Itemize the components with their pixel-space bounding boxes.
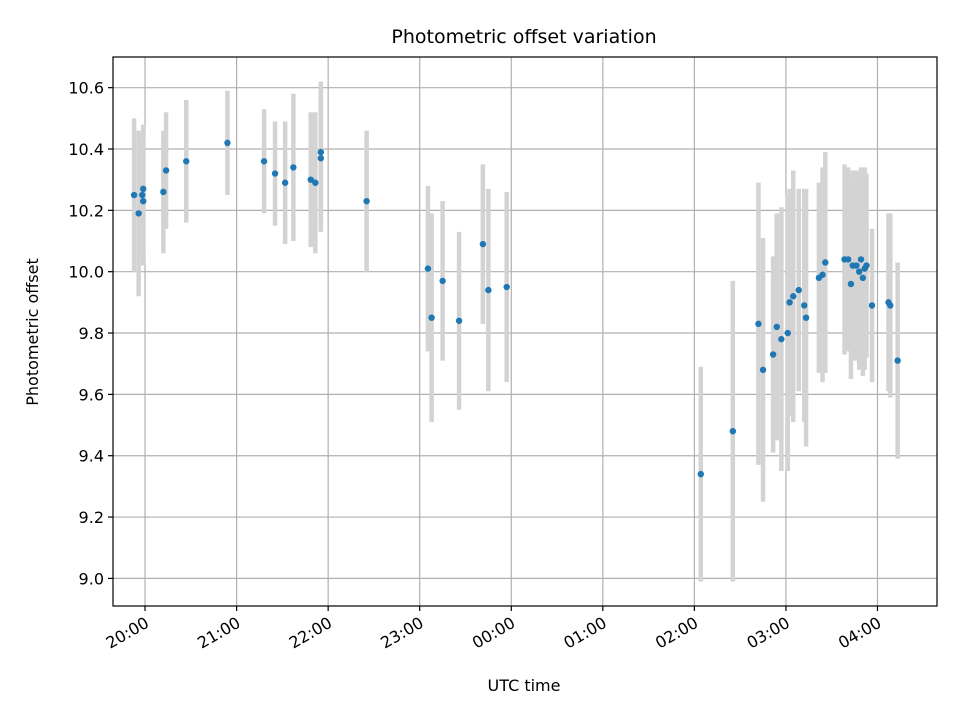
data-point <box>790 293 797 300</box>
data-point <box>317 148 325 156</box>
data-point <box>822 259 829 266</box>
x-tick-label: 02:00 <box>652 613 701 653</box>
data-point <box>485 286 492 294</box>
data-point <box>819 271 826 278</box>
data-point <box>855 268 863 275</box>
x-tick-label: 03:00 <box>744 613 793 653</box>
data-point <box>439 277 446 285</box>
data-point <box>853 262 860 269</box>
data-point <box>857 256 865 263</box>
x-tick-label: 21:00 <box>194 613 243 653</box>
data-point <box>868 302 876 309</box>
data-point <box>859 274 867 282</box>
data-point <box>160 188 167 196</box>
data-point <box>697 470 704 478</box>
data-point <box>260 158 268 165</box>
data-point <box>769 351 777 358</box>
data-point <box>784 329 791 337</box>
data-point <box>795 286 802 294</box>
error-bars <box>131 81 900 582</box>
data-point <box>135 210 142 217</box>
data-point <box>503 283 510 291</box>
data-point <box>786 299 793 306</box>
data-point <box>424 265 432 272</box>
plot-frame <box>112 56 938 607</box>
y-tick-label: 10.0 <box>68 263 104 282</box>
data-point <box>307 176 314 183</box>
y-tick-label: 9.8 <box>79 324 104 343</box>
data-point <box>479 240 487 248</box>
x-tick-label: 23:00 <box>377 613 426 653</box>
y-tick-label: 9.0 <box>79 569 104 588</box>
data-point <box>729 427 737 435</box>
data-point <box>778 335 785 343</box>
data-point <box>271 170 279 177</box>
data-point <box>887 302 894 309</box>
data-point <box>183 158 190 165</box>
data-point <box>139 191 146 199</box>
y-tick-label: 9.6 <box>79 385 104 404</box>
data-point <box>755 320 762 328</box>
data-point <box>317 155 325 162</box>
x-tick-label: 00:00 <box>469 613 518 653</box>
data-point <box>281 179 289 186</box>
data-point <box>162 167 170 174</box>
data-point <box>894 357 901 364</box>
data-point <box>130 191 138 199</box>
data-point <box>312 179 319 186</box>
x-tick-label: 20:00 <box>103 613 152 653</box>
data-point <box>801 302 808 309</box>
data-point <box>802 314 810 321</box>
y-tick-label: 10.2 <box>68 201 104 220</box>
y-tick-label: 9.2 <box>79 508 104 527</box>
data-point <box>140 197 147 205</box>
data-point <box>759 366 767 374</box>
data-point <box>428 314 435 321</box>
data-point <box>863 262 870 269</box>
data-point <box>224 139 231 147</box>
y-tick-label: 9.4 <box>79 447 104 466</box>
data-point <box>773 323 780 331</box>
data-point <box>363 197 370 205</box>
x-tick-label: 04:00 <box>835 613 884 653</box>
grid <box>113 57 937 606</box>
chart-title: Photometric offset variation <box>391 26 656 48</box>
y-axis-title: Photometric offset <box>23 258 42 406</box>
x-axis-title: UTC time <box>488 676 561 695</box>
x-tick-label: 22:00 <box>286 613 335 653</box>
data-point <box>140 185 147 193</box>
y-tick-label: 10.4 <box>68 140 104 159</box>
x-tick-label: 01:00 <box>560 613 609 653</box>
data-point <box>290 164 297 171</box>
data-point <box>844 256 852 263</box>
data-point <box>847 280 855 288</box>
data-point <box>455 317 463 324</box>
y-tick-label: 10.6 <box>68 79 104 98</box>
data-points <box>130 139 901 478</box>
